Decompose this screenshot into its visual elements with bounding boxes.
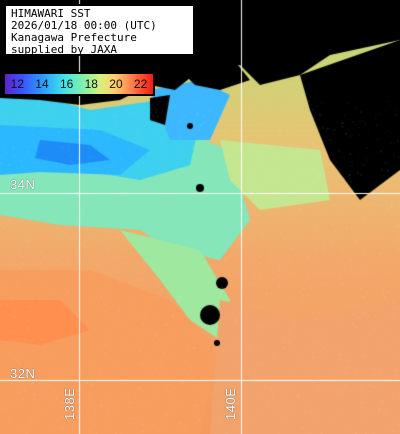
- lat-label-32n: 32N: [10, 366, 35, 381]
- scale-tick: 22: [134, 77, 147, 91]
- color-scale-bar: 12 14 16 18 20 22: [5, 74, 153, 94]
- lon-label-138e: 138E: [62, 388, 77, 420]
- scale-tick: 12: [11, 77, 24, 91]
- lat-label-34n: 34N: [10, 177, 35, 192]
- scale-tick: 18: [85, 77, 98, 91]
- scale-tick: 16: [60, 77, 73, 91]
- scale-tick: 20: [109, 77, 122, 91]
- title-line-4: supplied by JAXA: [11, 44, 188, 56]
- scale-tick: 14: [35, 77, 48, 91]
- lon-label-140e: 140E: [223, 388, 238, 420]
- color-scale: 12 14 16 18 20 22: [3, 72, 155, 96]
- title-box: HIMAWARI SST 2026/01/18 00:00 (UTC) Kana…: [4, 4, 195, 56]
